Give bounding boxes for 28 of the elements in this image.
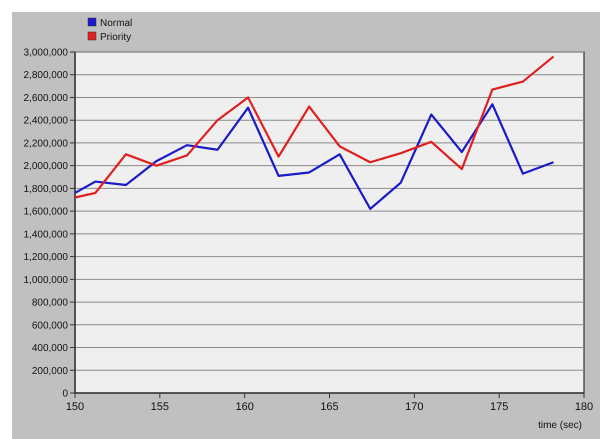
legend-label: Priority [100,32,132,43]
y-tick-label: 800,000 [32,298,68,309]
y-tick-label: 2,400,000 [24,116,68,127]
x-tick-label: 165 [320,401,339,413]
x-tick-label: 175 [490,401,508,413]
x-tick-label: 155 [150,401,170,413]
line-series [74,103,555,210]
y-tick-label: 1,600,000 [24,206,68,218]
y-tick-label: 0 [62,388,68,400]
y-tick-label: 200,000 [32,366,68,377]
legend-label: Normal [100,18,132,29]
x-axis-title: time (sec) [538,420,582,431]
y-tick-label: 600,000 [32,320,68,332]
x-tick-label: 170 [405,401,424,413]
x-tick-label: 180 [574,401,594,413]
line-series [74,55,555,199]
y-tick-label: 1,800,000 [24,184,68,195]
y-tick-label: 2,800,000 [24,70,68,82]
y-tick-label: 400,000 [32,343,68,354]
y-tick-label: 2,600,000 [24,92,68,104]
y-tick-label: 2,200,000 [24,138,68,150]
y-tick-label: 1,400,000 [24,229,68,240]
y-tick-label: 3,000,000 [24,48,68,58]
y-tick-label: 1,000,000 [24,274,68,286]
x-tick-label: 150 [66,401,84,413]
x-tick-label: 160 [235,401,254,413]
y-tick-label: 1,200,000 [24,252,68,264]
y-tick-label: 2,000,000 [24,161,68,172]
